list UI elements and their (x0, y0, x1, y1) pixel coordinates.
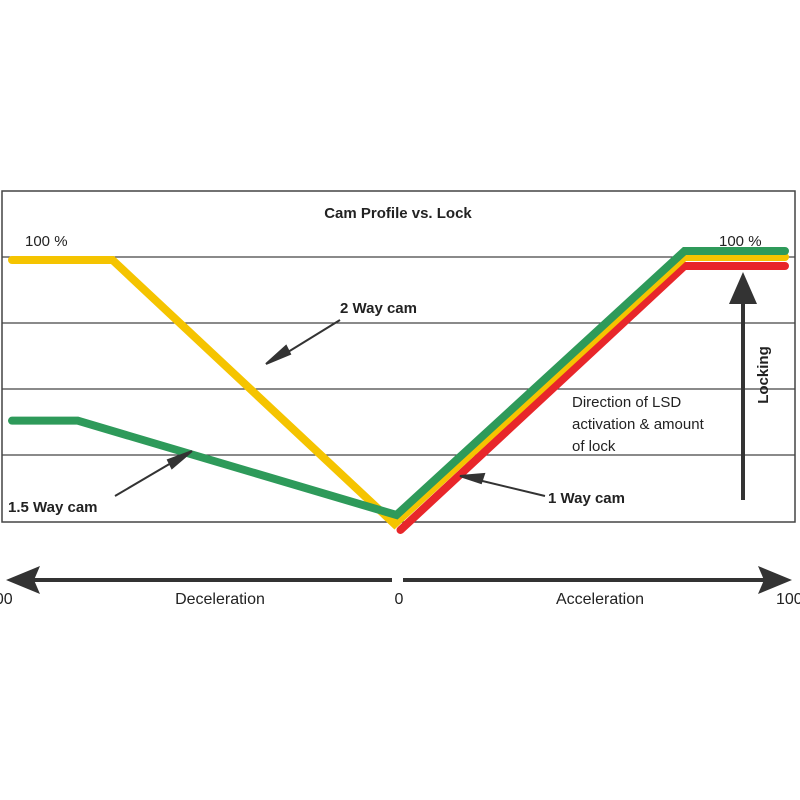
plot-frame (1, 190, 796, 523)
chart-title: Cam Profile vs. Lock (324, 205, 472, 222)
locking-label: Locking (755, 346, 772, 404)
direction-text-line-2: activation & amount (572, 416, 705, 433)
series-line-1-5-way-cam (8, 247, 789, 520)
arrowhead-icon (459, 472, 486, 485)
arrow-right-icon (758, 566, 792, 594)
x-label-acceleration: Acceleration (556, 591, 644, 608)
x-label-left-100: 100 (0, 591, 13, 608)
y-label-right: 100 % (719, 233, 762, 250)
series-line-2-way-cam (8, 253, 789, 530)
direction-text-line-1: Direction of LSD (572, 394, 681, 411)
arrow-left-icon (6, 566, 40, 594)
label-1-way-cam: 1 Way cam (548, 490, 625, 507)
arrowhead-icon (166, 450, 193, 470)
y-label-left: 100 % (25, 233, 68, 250)
x-label-right-100: 100 (776, 591, 800, 608)
x-label-deceleration: Deceleration (175, 591, 265, 608)
arrowhead-icon (265, 344, 292, 365)
label-1-5-way-cam: 1.5 Way cam (8, 499, 98, 516)
label-2-way-cam: 2 Way cam (340, 300, 417, 317)
series-line-1-way-cam (396, 262, 789, 534)
x-label-zero: 0 (395, 591, 404, 608)
arrow-up-icon (729, 272, 757, 304)
direction-text-line-3: of lock (572, 438, 616, 455)
